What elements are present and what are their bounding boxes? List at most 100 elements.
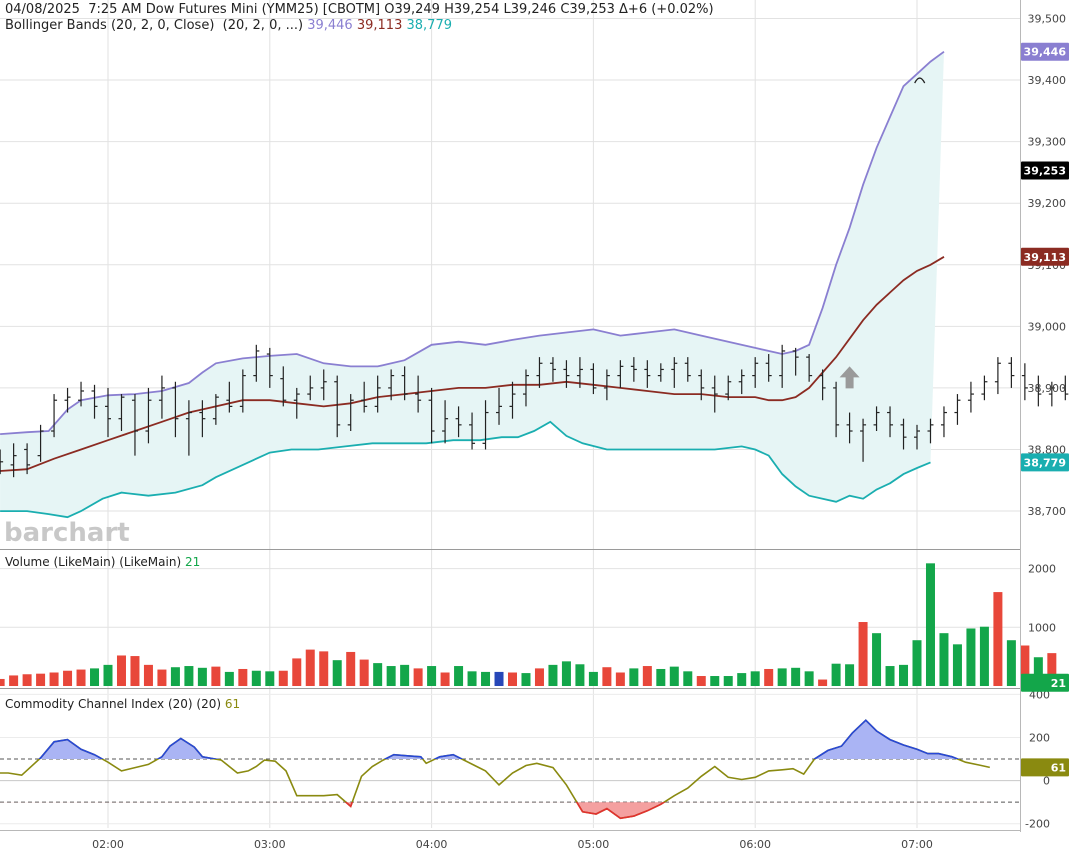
- ohlc-bar: [549, 357, 556, 382]
- ohlc-bar: [145, 387, 152, 444]
- ohlc-bar: [158, 375, 165, 419]
- x-tick-label: 03:00: [254, 838, 286, 851]
- ohlc-bar: [293, 387, 300, 419]
- ohlc-bar: [711, 375, 718, 413]
- volume-bar: [386, 666, 396, 686]
- ohlc-bar: [792, 347, 799, 376]
- ohlc-bar: [10, 443, 17, 478]
- volume-bar: [656, 668, 666, 686]
- volume-bar: [454, 666, 464, 686]
- ohlc-bar: [617, 360, 624, 388]
- volume-bar: [305, 649, 315, 686]
- volume-bar: [818, 679, 828, 686]
- volume-bar: [804, 671, 814, 686]
- ohlc-bar: [91, 384, 98, 419]
- volume-bar: [993, 592, 1003, 686]
- volume-bar: [1047, 653, 1057, 686]
- volume-bar: [696, 676, 706, 686]
- ohlc-bar: [347, 394, 354, 432]
- ohlc-bar: [455, 406, 462, 438]
- volume-bar: [184, 666, 194, 686]
- chart-header: 04/08/2025 7:25 AM Dow Futures Mini (YMM…: [5, 2, 714, 17]
- ohlc-bar: [401, 366, 408, 401]
- bollinger-fill: [0, 51, 945, 518]
- volume-bar: [224, 671, 234, 686]
- ohlc-bar: [846, 412, 853, 444]
- ohlc-bar: [1035, 375, 1042, 407]
- price-tick-label: 38,900: [1028, 382, 1067, 395]
- volume-bar: [467, 671, 477, 686]
- volume-bar: [723, 676, 733, 686]
- lower-band-badge-bg: [1021, 453, 1069, 472]
- ohlc-bar: [172, 381, 179, 438]
- ohlc-bar: [1021, 363, 1028, 401]
- up-arrow-signal: [839, 366, 860, 389]
- x-tick-label: 07:00: [901, 838, 933, 851]
- price-tick-label: 38,800: [1028, 443, 1067, 456]
- volume-bar: [211, 666, 221, 686]
- ohlc-bar: [442, 400, 449, 444]
- ohlc-bar: [738, 369, 745, 395]
- bollinger-upper-line: [0, 50, 945, 435]
- volume-bar: [440, 672, 450, 686]
- cci-legend[interactable]: Commodity Channel Index (20) (20) 61: [5, 697, 240, 711]
- ohlc-bar: [994, 357, 1001, 395]
- ohlc-bar: [873, 406, 880, 432]
- volume-bar: [116, 655, 126, 686]
- barchart-watermark: barchart: [4, 518, 130, 548]
- volume-tick-label: 1000: [1028, 621, 1056, 634]
- ohlc-bar: [522, 369, 529, 407]
- volume-bar: [22, 674, 32, 686]
- volume-bar: [925, 563, 935, 686]
- volume-bar: [737, 673, 747, 686]
- ohlc-bar: [266, 347, 273, 388]
- x-tick-label: 02:00: [92, 838, 124, 851]
- volume-bar: [319, 651, 329, 686]
- ohlc-bar: [887, 406, 894, 438]
- ohlc-bar: [833, 381, 840, 438]
- volume-bar: [912, 640, 922, 686]
- volume-bar: [966, 628, 976, 686]
- volume-bar: [939, 633, 949, 686]
- volume-bar: [49, 672, 59, 686]
- volume-bar: [9, 675, 19, 686]
- volume-bar: [197, 667, 207, 686]
- volume-badge-text: 21: [1051, 677, 1066, 690]
- volume-bar: [130, 656, 140, 686]
- ohlc-bar: [684, 357, 691, 382]
- volume-legend[interactable]: Volume (LikeMain) (LikeMain) 21: [5, 555, 200, 569]
- ohlc-bar: [954, 394, 961, 425]
- cci-last-value: 61: [224, 697, 241, 711]
- x-tick-label: 04:00: [416, 838, 448, 851]
- cci-tick-label: 200: [1029, 731, 1050, 744]
- ohlc-bar: [334, 375, 341, 438]
- ohlc-bar: [482, 400, 489, 450]
- volume-bar: [602, 667, 612, 686]
- ohlc-bar: [212, 394, 219, 425]
- bollinger-label: Bollinger Bands (20, 2, 0, Close) (20, 2…: [5, 18, 308, 33]
- volume-bar: [845, 664, 855, 686]
- volume-bar: [750, 671, 760, 686]
- volume-bar: [265, 671, 275, 686]
- volume-bar: [831, 663, 841, 686]
- volume-bar: [359, 659, 369, 686]
- ohlc-bar: [307, 375, 314, 401]
- cci-indicator: [0, 719, 990, 820]
- volume-bar: [1006, 640, 1016, 686]
- bollinger-legend[interactable]: Bollinger Bands (20, 2, 0, Close) (20, 2…: [5, 18, 452, 33]
- volume-bar: [508, 672, 517, 686]
- volume-bar: [669, 666, 679, 686]
- ohlc-bar: [940, 406, 947, 438]
- ohlc-bar: [806, 354, 813, 382]
- ohlc-bar: [725, 375, 732, 401]
- cci-line-oversold: [344, 802, 666, 820]
- volume-bar: [238, 668, 248, 686]
- volume-bar: [36, 673, 46, 686]
- volume-bar: [858, 622, 868, 686]
- ohlc-bar: [698, 369, 705, 401]
- lower-band-badge-text: 38,779: [1024, 456, 1066, 469]
- upper-band-badge-bg: [1021, 42, 1069, 61]
- ohlc-bar: [927, 418, 934, 444]
